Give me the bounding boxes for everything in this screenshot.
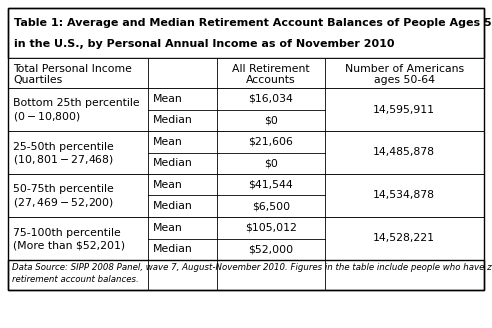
Text: ($27,469-$52,200): ($27,469-$52,200) <box>13 196 114 209</box>
Text: 14,485,878: 14,485,878 <box>373 148 435 157</box>
Bar <box>8 131 484 174</box>
Text: Mean: Mean <box>153 223 182 233</box>
Text: 75-100th percentile: 75-100th percentile <box>13 228 121 237</box>
Text: $52,000: $52,000 <box>248 244 294 254</box>
Text: $41,544: $41,544 <box>248 180 293 190</box>
Text: retirement account balances.: retirement account balances. <box>12 276 139 284</box>
Text: Median: Median <box>153 201 192 211</box>
Text: in the U.S., by Personal Annual Income as of November 2010: in the U.S., by Personal Annual Income a… <box>14 39 395 49</box>
Text: $0: $0 <box>264 115 278 125</box>
Text: (More than $52,201): (More than $52,201) <box>13 240 125 251</box>
Bar <box>8 88 484 131</box>
Text: Number of Americans: Number of Americans <box>345 64 464 74</box>
Text: All Retirement: All Retirement <box>232 64 310 74</box>
Text: Median: Median <box>153 115 192 125</box>
Text: $0: $0 <box>264 158 278 168</box>
Text: 25-50th percentile: 25-50th percentile <box>13 141 114 152</box>
Text: Mean: Mean <box>153 180 182 190</box>
Text: ($0-$10,800): ($0-$10,800) <box>13 110 81 123</box>
Bar <box>8 8 484 290</box>
Bar <box>8 260 484 290</box>
Text: Median: Median <box>153 244 192 254</box>
Bar <box>8 174 484 217</box>
Text: Mean: Mean <box>153 137 182 147</box>
Bar <box>8 8 484 58</box>
Text: Median: Median <box>153 158 192 168</box>
Text: Table 1: Average and Median Retirement Account Balances of People Ages 50-64: Table 1: Average and Median Retirement A… <box>14 18 492 28</box>
Text: 50-75th percentile: 50-75th percentile <box>13 184 114 195</box>
Text: Quartiles: Quartiles <box>13 75 62 85</box>
Text: $105,012: $105,012 <box>245 223 297 233</box>
Text: Accounts: Accounts <box>246 75 296 85</box>
Bar <box>8 217 484 260</box>
Text: $21,606: $21,606 <box>248 137 293 147</box>
Text: $16,034: $16,034 <box>248 94 293 104</box>
Text: ($10,801-$27,468): ($10,801-$27,468) <box>13 153 114 166</box>
Text: Data Source: SIPP 2008 Panel, wave 7, August-November 2010. Figures in the table: Data Source: SIPP 2008 Panel, wave 7, Au… <box>12 263 492 273</box>
Text: 14,534,878: 14,534,878 <box>373 191 435 200</box>
Text: Mean: Mean <box>153 94 182 104</box>
Text: 14,528,221: 14,528,221 <box>373 234 435 243</box>
Bar <box>8 58 484 88</box>
Text: $6,500: $6,500 <box>252 201 290 211</box>
Text: Total Personal Income: Total Personal Income <box>13 64 132 74</box>
Text: ages 50-64: ages 50-64 <box>374 75 435 85</box>
Text: Bottom 25th percentile: Bottom 25th percentile <box>13 98 140 109</box>
Text: 14,595,911: 14,595,911 <box>373 105 435 114</box>
